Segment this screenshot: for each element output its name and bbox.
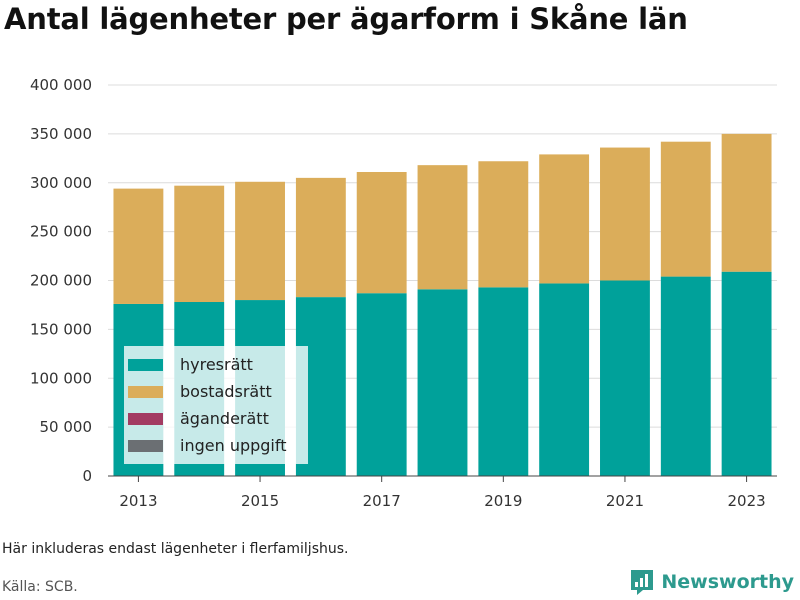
y-tick-label: 350 000 — [30, 125, 92, 143]
chart-note: Här inkluderas endast lägenheter i flerf… — [2, 541, 349, 557]
bar-2014-1[interactable] — [174, 185, 225, 303]
x-tick-label: 2015 — [241, 492, 279, 510]
legend-swatch-0[interactable] — [128, 359, 163, 371]
y-tick-label: 300 000 — [30, 174, 92, 192]
bar-2021-0[interactable] — [600, 280, 650, 477]
legend-label-0[interactable]: hyresrätt — [180, 355, 253, 374]
brand-name: Newsworthy — [661, 571, 794, 593]
x-tick-label: 2019 — [484, 492, 522, 510]
y-tick-label: 50 000 — [40, 418, 93, 436]
legend-swatch-3[interactable] — [128, 440, 163, 452]
y-axis-tick-labels: 0 50 000 100 000 150 000 200 000 250 000 300 0… — [30, 76, 92, 485]
bar-2016-1[interactable] — [295, 177, 346, 298]
y-tick-label: 400 000 — [30, 76, 92, 94]
bar-2023-0[interactable] — [721, 271, 772, 476]
bar-2023-1[interactable] — [721, 133, 772, 272]
x-tick-label: 2017 — [363, 492, 401, 510]
legend-swatch-1[interactable] — [128, 386, 163, 398]
bar-2018-1[interactable] — [417, 165, 468, 290]
bar-2022-1[interactable] — [660, 141, 711, 277]
bar-2020-1[interactable] — [539, 154, 590, 284]
y-tick-label: 100 000 — [30, 369, 92, 387]
y-tick-label: 250 000 — [30, 223, 92, 241]
legend-label-2[interactable]: äganderätt — [180, 409, 269, 428]
bar-2021-1[interactable] — [600, 147, 650, 281]
bar-2015-1[interactable] — [235, 181, 285, 301]
newsworthy-logo-icon — [631, 570, 654, 595]
bar-2017-1[interactable] — [356, 171, 407, 294]
legend-swatch-2[interactable] — [128, 413, 163, 425]
bar-2019-0[interactable] — [478, 287, 529, 476]
y-tick-label: 200 000 — [30, 272, 92, 290]
chart-source: Källa: SCB. — [2, 579, 78, 595]
legend-label-3[interactable]: ingen uppgift — [180, 436, 287, 455]
bar-2013-1[interactable] — [113, 188, 164, 304]
x-tick-label: 2013 — [119, 492, 157, 510]
legend: hyresrätt bostadsrätt äganderätt ingen uppg… — [124, 346, 308, 464]
x-axis: 2013 2015 2017 2019 2021 2023 — [108, 475, 777, 510]
bar-2019-1[interactable] — [478, 161, 529, 288]
x-tick-label: 2023 — [727, 492, 765, 510]
bar-2022-0[interactable] — [660, 276, 711, 476]
chart-title: Antal lägenheter per ägarform i Skåne lä… — [4, 2, 688, 36]
bar-2020-0[interactable] — [539, 283, 590, 476]
y-tick-label: 150 000 — [30, 320, 92, 338]
y-tick-label: 0 — [82, 467, 92, 485]
brand-logo[interactable]: Newsworthy — [629, 568, 794, 596]
legend-label-1[interactable]: bostadsrätt — [180, 382, 272, 401]
bar-2018-0[interactable] — [417, 289, 468, 476]
bar-2017-0[interactable] — [356, 293, 407, 476]
x-tick-label: 2021 — [606, 492, 644, 510]
